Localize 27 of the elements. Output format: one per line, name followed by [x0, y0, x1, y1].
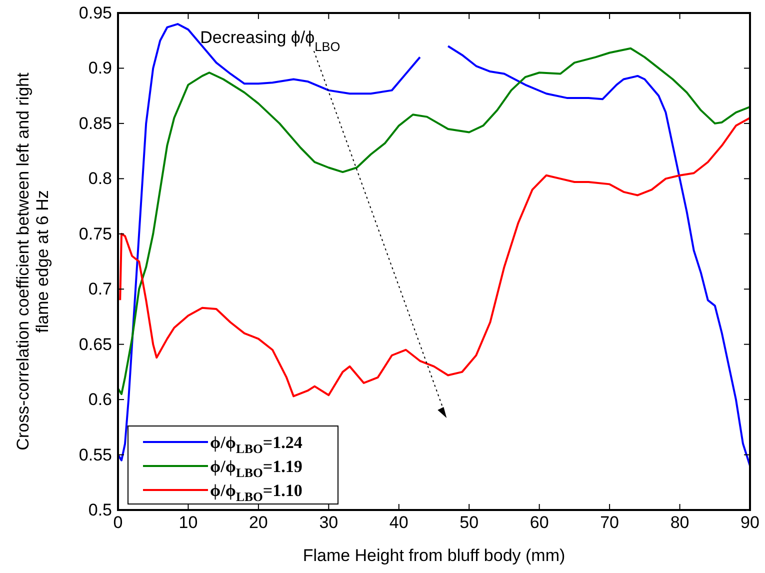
x-tick-label: 60 — [530, 513, 549, 532]
y-tick-label: 0.75 — [78, 224, 112, 244]
y-tick-label: 0.65 — [78, 334, 112, 354]
x-tick-label: 0 — [113, 513, 123, 532]
y-tick-label: 0.8 — [88, 169, 112, 188]
y-tick-label: 0.9 — [88, 58, 112, 78]
y-axis-title: Cross-correlation coefficient between left and right flame edge at 6 Hz — [13, 72, 52, 450]
x-tick-label: 90 — [740, 513, 760, 532]
legend-label: ϕ/ϕ$_{LBO}$=1.19 — [210, 456, 302, 480]
y-tick-label: 0.85 — [78, 114, 112, 133]
y-tick-label: 0.95 — [78, 4, 112, 22]
x-tick-label: 30 — [319, 513, 338, 532]
x-axis-title: Flame Height from bluff body (mm) — [302, 546, 566, 565]
x-tick-label: 70 — [600, 513, 620, 532]
legend-label: ϕ/ϕ$_{LBO}$=1.24 — [210, 432, 303, 456]
annotation: Decreasing ϕ/ϕ$_{LBO}$ — [200, 28, 340, 54]
line-series — [119, 116, 751, 398]
x-tick-label: 80 — [670, 513, 690, 532]
y-tick-label: 0.7 — [88, 280, 112, 299]
x-tick-label: 10 — [178, 513, 198, 532]
x-tick-label: 20 — [248, 513, 268, 532]
legend-label: ϕ/ϕ$_{LBO}$=1.10 — [210, 480, 302, 504]
y-tick-label: 0.55 — [78, 445, 112, 464]
y-tick-label: 0.5 — [88, 500, 112, 520]
x-tick-label: 40 — [389, 513, 408, 532]
x-tick-label: 50 — [460, 513, 479, 532]
y-tick-label: 0.6 — [88, 390, 112, 410]
